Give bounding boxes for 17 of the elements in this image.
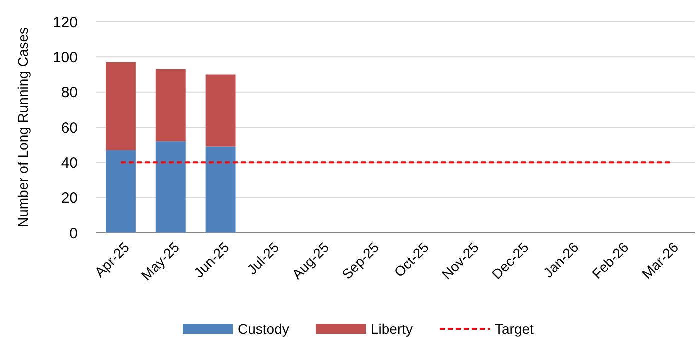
y-tick-label: 80 [61, 84, 78, 102]
bar [106, 150, 136, 233]
bar [206, 146, 236, 233]
y-tick-label: 60 [61, 120, 78, 137]
y-tick-label: 20 [61, 190, 78, 208]
y-tick-label: 120 [52, 14, 78, 32]
bar [156, 69, 186, 142]
y-axis-title: Number of Long Running Cases [15, 27, 31, 228]
legend-label: Liberty [371, 320, 414, 337]
bar [106, 62, 136, 150]
y-tick-label: 0 [70, 225, 78, 242]
bar [156, 142, 186, 233]
y-tick-label: 40 [61, 154, 78, 172]
y-tick-label: 100 [52, 49, 78, 66]
legend-label: Target [495, 320, 534, 337]
bar [206, 74, 236, 147]
legend-label: Custody [238, 320, 290, 337]
